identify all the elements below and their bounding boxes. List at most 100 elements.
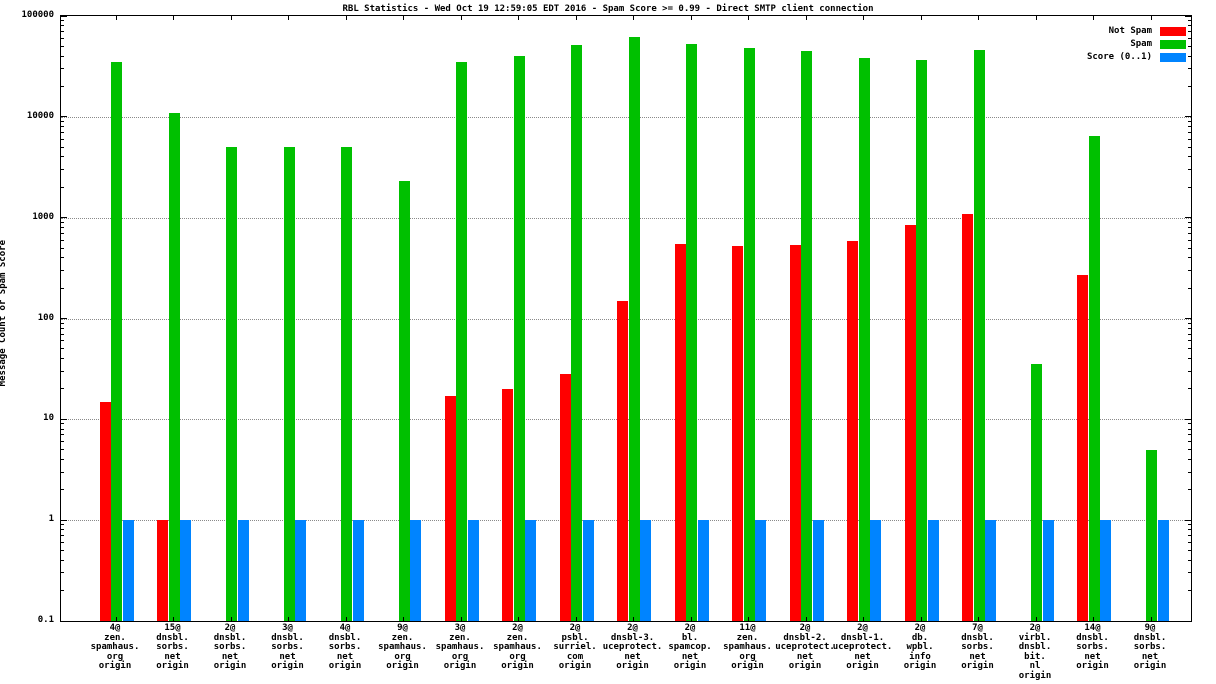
bar-spam bbox=[1089, 135, 1100, 621]
bar-score-0-1 bbox=[1158, 520, 1169, 621]
bar-not-spam bbox=[790, 244, 801, 621]
x-tick-mark bbox=[173, 16, 174, 20]
y-minor-tick-mark bbox=[61, 138, 64, 140]
x-category-label: 2@ dnsbl-3. uceprotect. net origin bbox=[602, 623, 663, 671]
bar-score-0-1 bbox=[640, 520, 651, 621]
x-tick-mark bbox=[518, 16, 519, 20]
y-minor-tick-mark bbox=[61, 388, 64, 390]
y-minor-tick-mark bbox=[61, 37, 64, 39]
y-minor-tick-mark bbox=[1188, 550, 1191, 552]
y-minor-tick-mark bbox=[61, 358, 64, 360]
y-minor-tick-mark bbox=[1188, 428, 1191, 430]
y-minor-tick-mark bbox=[61, 68, 64, 70]
legend-entry: Not Spam bbox=[1087, 26, 1186, 36]
y-minor-tick-mark bbox=[1188, 45, 1191, 47]
y-minor-tick-mark bbox=[61, 327, 64, 329]
y-tick-mark bbox=[1185, 15, 1191, 17]
bar-score-0-1 bbox=[583, 520, 594, 621]
x-tick-mark bbox=[230, 16, 232, 20]
bar-spam bbox=[629, 36, 640, 621]
bar-spam bbox=[226, 147, 237, 621]
legend-swatch bbox=[1160, 26, 1186, 36]
x-tick-mark bbox=[805, 617, 807, 621]
bar-spam bbox=[514, 56, 525, 621]
x-tick-mark bbox=[460, 16, 462, 20]
bar-score-0-1 bbox=[295, 520, 306, 621]
y-minor-tick-mark bbox=[61, 559, 64, 561]
y-minor-tick-mark bbox=[61, 370, 64, 372]
y-minor-tick-mark bbox=[61, 55, 64, 57]
x-tick-mark bbox=[230, 617, 232, 621]
y-minor-tick-mark bbox=[61, 340, 64, 342]
y-minor-tick-mark bbox=[1188, 221, 1191, 223]
x-tick-mark bbox=[115, 617, 117, 621]
x-category-label: 11@ zen. spamhaus. org origin bbox=[723, 623, 772, 671]
bar-score-0-1 bbox=[180, 520, 191, 621]
y-minor-tick-mark bbox=[1188, 388, 1191, 390]
y-tick-mark bbox=[61, 519, 67, 521]
x-tick-mark bbox=[633, 617, 634, 621]
bar-spam bbox=[859, 58, 870, 621]
bar-not-spam bbox=[1077, 275, 1088, 621]
bar-spam bbox=[1146, 449, 1157, 621]
x-tick-mark bbox=[805, 16, 807, 20]
y-tick-mark bbox=[1185, 519, 1191, 521]
x-category-label: 2@ zen. spamhaus. org origin bbox=[493, 623, 542, 671]
x-tick-mark bbox=[978, 617, 979, 621]
y-tick-label: 1000 bbox=[32, 211, 54, 222]
y-minor-tick-mark bbox=[1188, 348, 1191, 350]
x-tick-mark bbox=[345, 16, 347, 20]
y-tick-mark bbox=[61, 15, 67, 17]
y-minor-tick-mark bbox=[61, 441, 64, 443]
y-minor-tick-mark bbox=[1188, 449, 1191, 451]
y-minor-tick-mark bbox=[1188, 138, 1191, 140]
x-tick-mark bbox=[690, 16, 692, 20]
bar-score-0-1 bbox=[698, 520, 709, 621]
y-minor-tick-mark bbox=[61, 126, 64, 128]
y-minor-tick-mark bbox=[61, 535, 64, 537]
x-tick-mark bbox=[460, 617, 462, 621]
bar-not-spam bbox=[502, 388, 513, 621]
y-minor-tick-mark bbox=[1188, 37, 1191, 39]
y-minor-tick-mark bbox=[1188, 20, 1191, 22]
x-tick-mark bbox=[920, 617, 922, 621]
legend-label: Not Spam bbox=[1108, 26, 1152, 36]
legend-entry: Score (0..1) bbox=[1087, 52, 1186, 62]
legend: Not Spam Spam Score (0..1) bbox=[1087, 26, 1186, 65]
bar-not-spam bbox=[617, 300, 628, 621]
x-tick-mark bbox=[288, 617, 289, 621]
x-category-label: 3@ zen. spamhaus. org origin bbox=[435, 623, 485, 671]
x-category-label: 9@ zen. spamhaus. org origin bbox=[378, 623, 427, 671]
bar-spam bbox=[686, 43, 697, 621]
y-tick-label: 0.1 bbox=[37, 615, 54, 625]
y-minor-tick-mark bbox=[1188, 232, 1191, 234]
y-minor-tick-mark bbox=[1188, 186, 1191, 188]
y-minor-tick-mark bbox=[61, 572, 64, 574]
legend-entry: Spam bbox=[1087, 39, 1186, 49]
bar-score-0-1 bbox=[525, 520, 536, 621]
x-category-label: 2@ bl. spamcop. net origin bbox=[668, 623, 712, 671]
y-minor-tick-mark bbox=[61, 169, 64, 171]
x-category-label: 14@ dnsbl. sorbs. net origin bbox=[1076, 623, 1109, 671]
y-minor-tick-mark bbox=[1188, 226, 1191, 228]
x-tick-mark bbox=[575, 16, 577, 20]
x-tick-mark bbox=[748, 16, 749, 20]
y-minor-tick-mark bbox=[1188, 358, 1191, 360]
y-minor-tick-mark bbox=[61, 423, 64, 425]
bar-score-0-1 bbox=[870, 520, 881, 621]
gridline bbox=[61, 217, 1191, 219]
y-minor-tick-mark bbox=[61, 590, 64, 592]
bar-score-0-1 bbox=[813, 520, 824, 621]
x-tick-mark bbox=[1150, 16, 1152, 20]
x-tick-mark bbox=[690, 617, 692, 621]
y-tick-label: 100 bbox=[37, 312, 54, 323]
x-tick-mark bbox=[1093, 617, 1094, 621]
x-tick-mark bbox=[920, 16, 922, 20]
x-axis-tick-labels: 4@ zen. spamhaus. org origin 15@ dnsbl. s… bbox=[60, 623, 1190, 682]
y-minor-tick-mark bbox=[1188, 333, 1191, 335]
bar-not-spam bbox=[732, 246, 743, 621]
x-tick-mark bbox=[575, 617, 577, 621]
y-minor-tick-mark bbox=[61, 20, 64, 22]
y-minor-tick-mark bbox=[1188, 126, 1191, 128]
x-tick-mark bbox=[403, 617, 404, 621]
